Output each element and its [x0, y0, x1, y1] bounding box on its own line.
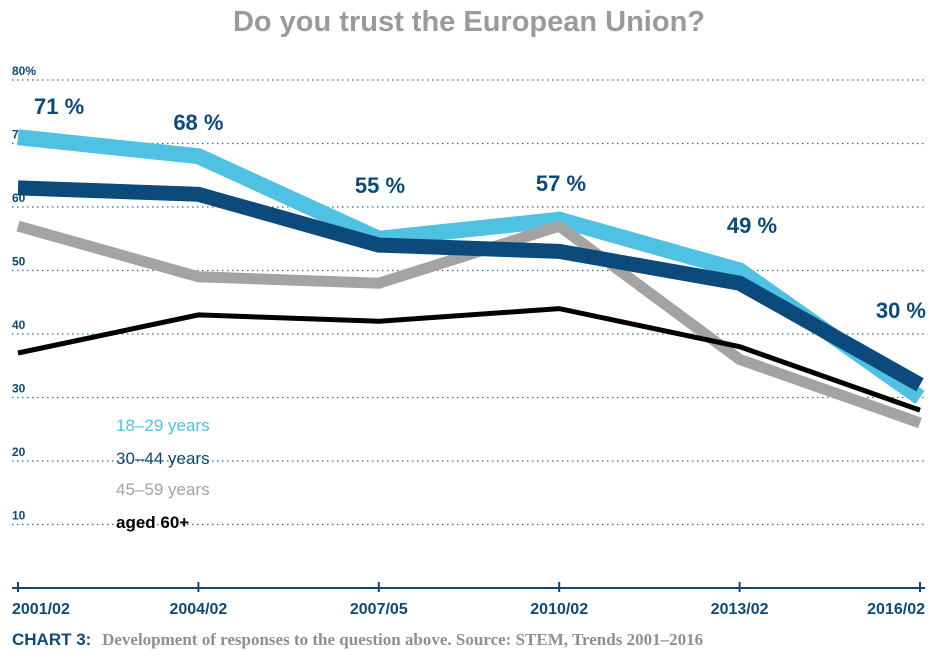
y-tick-label: 50	[12, 255, 26, 269]
x-tick-label: 2004/02	[169, 601, 227, 618]
caption-label: CHART 3:	[12, 630, 92, 649]
x-tick-label: 2013/02	[711, 601, 769, 618]
data-label: 30 %	[876, 298, 926, 323]
x-tick-label: 2016/02	[867, 601, 925, 618]
data-label: 68 %	[173, 110, 223, 135]
data-label: 55 %	[355, 173, 405, 198]
caption-text: Development of responses to the question…	[102, 630, 704, 649]
legend-entry: 45–59 years	[116, 480, 210, 499]
y-tick-label: 20	[12, 445, 26, 459]
legend-entry: 18–29 years	[116, 416, 210, 435]
legend-entry: 30–44 years	[116, 449, 210, 468]
series-line	[17, 306, 921, 413]
x-tick-label: 2010/02	[530, 601, 588, 618]
data-label: 49 %	[727, 213, 777, 238]
y-tick-label: 40	[12, 318, 26, 332]
chart-caption: CHART 3: Development of responses to the…	[12, 630, 703, 650]
data-label: 57 %	[536, 171, 586, 196]
x-tick-label: 2001/02	[12, 601, 70, 618]
y-tick-label: 80%	[12, 64, 36, 78]
y-tick-label: 10	[12, 509, 26, 523]
legend-entry: aged 60+	[116, 513, 189, 532]
data-label: 71 %	[34, 94, 84, 119]
chart-title: Do you trust the European Union?	[232, 6, 706, 38]
x-tick-label: 2007/05	[350, 601, 408, 618]
y-tick-label: 30	[12, 382, 26, 396]
series-line	[17, 180, 924, 392]
